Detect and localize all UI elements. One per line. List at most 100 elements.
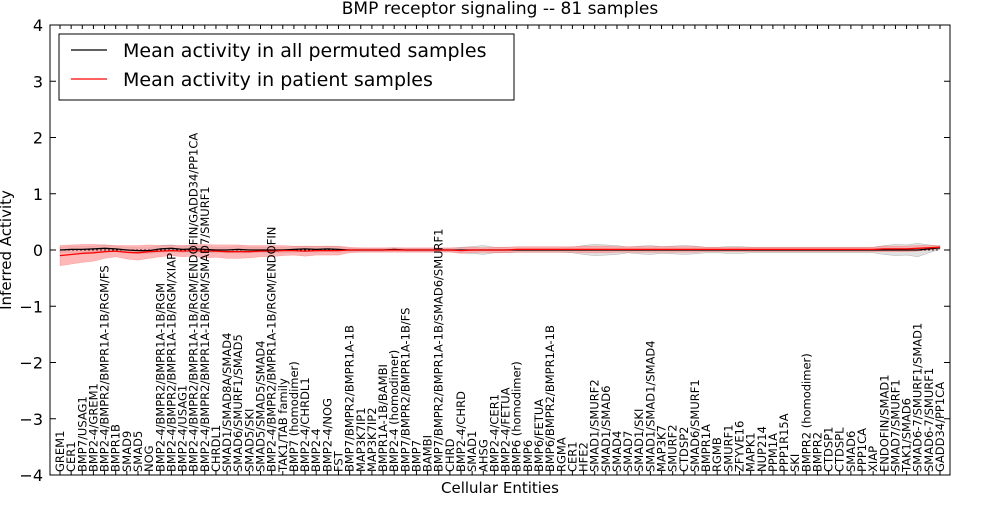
y-tick-label: −4 bbox=[19, 466, 43, 485]
y-tick-label: −2 bbox=[19, 354, 43, 373]
x-category-label: PPP1CA bbox=[855, 428, 869, 472]
x-category-label: XIAP bbox=[866, 446, 880, 472]
x-category-label: SMAD6-7/SMURF1/SMAD1 bbox=[911, 323, 925, 472]
y-tick-label: 0 bbox=[33, 241, 43, 260]
x-category-label: BMP7 bbox=[410, 440, 424, 472]
x-category-label: SMAD9 bbox=[120, 431, 134, 472]
axis-ticks: −4 −3 −2 −1 0 1 2 3 4 bbox=[19, 16, 950, 485]
x-category-label: ZFYVE16 bbox=[733, 421, 747, 472]
x-category-label: SMURF1 bbox=[721, 424, 735, 472]
plot-frame bbox=[49, 24, 951, 476]
x-category-label: BMP2-4/BMPR2/BMPR1A-1B/RGM/XIAP bbox=[164, 253, 178, 472]
x-category-label: SKI bbox=[788, 454, 802, 472]
x-category-label: BMP2-4/CER1 bbox=[487, 394, 501, 472]
y-tick-label: −3 bbox=[19, 410, 43, 429]
x-category-label: HFE2 bbox=[577, 442, 591, 472]
x-category-label: CHRDL1 bbox=[209, 425, 223, 472]
x-category-label: BMP6 (homodimer) bbox=[510, 361, 524, 472]
x-category-label: MAP3K7IP1 bbox=[354, 407, 368, 472]
x-category-label: BMP7/BMPR2/BMPR1A-1B/FS bbox=[398, 308, 412, 472]
x-category-label: BMP6 bbox=[521, 440, 535, 472]
x-category-label: CTDSP1 bbox=[822, 427, 836, 472]
x-category-label: BMP2-4/CHRDL1 bbox=[298, 377, 312, 472]
x-category-label: ENDOFIN/SMAD1 bbox=[877, 374, 891, 472]
x-category-label: SMAD1 bbox=[465, 431, 479, 472]
x-category-label: BMP2-4/USAG1 bbox=[176, 385, 190, 472]
x-category-label: GADD34/PP1CA bbox=[933, 382, 947, 472]
x-category-label: SMAD6-7/SMURF1 bbox=[922, 368, 936, 472]
x-category-label: SMAD1/SKI bbox=[632, 409, 646, 472]
x-category-label: NOG bbox=[142, 445, 156, 472]
x-category-label: CTDSPL bbox=[833, 427, 847, 472]
y-tick-label: 2 bbox=[33, 129, 43, 148]
x-category-label: MAP3K7IP2 bbox=[365, 407, 379, 472]
x-category-label: SMAD4 bbox=[610, 431, 624, 472]
y-tick-label: −1 bbox=[19, 297, 43, 316]
x-category-label: BMP2-4/GREM1 bbox=[86, 383, 100, 472]
x-category-label: BMP2-4 (homodimer) bbox=[387, 350, 401, 472]
x-category-label: BMP2-4/BMPR2/BMPR1A-1B/RGM/ENDOFIN/GADD3… bbox=[187, 133, 201, 472]
x-category-label: SMAD5 bbox=[131, 431, 145, 472]
y-tick-label: 3 bbox=[33, 72, 43, 91]
x-category-label: BMP6/BMPR2/BMPR1A-1B bbox=[543, 325, 557, 472]
x-category-label: BMPR1A-1B/BAMBI bbox=[376, 364, 390, 472]
x-category-label: BMP2-4 bbox=[309, 428, 323, 472]
x-category-label: SMURF2 bbox=[666, 424, 680, 472]
chart-title: BMP receptor signaling -- 81 samples bbox=[342, 0, 659, 19]
x-category-label: AHSG bbox=[476, 439, 490, 472]
x-category-label: CER1 bbox=[64, 441, 78, 472]
x-category-label: BMPR2 (homodimer) bbox=[799, 353, 813, 472]
x-category-label: BMP7 (homodimer) bbox=[287, 361, 301, 472]
x-category-label: BMP7/USAG1 bbox=[75, 396, 89, 472]
x-category-label: SMAD7 bbox=[621, 431, 635, 472]
x-category-label: CER1 bbox=[565, 441, 579, 472]
legend-box bbox=[58, 33, 515, 101]
x-category-label: SMAD5/SMAD5/SMAD4 bbox=[254, 340, 268, 472]
y-tick-label: 1 bbox=[33, 185, 43, 204]
x-category-label: BMP2-4/BMPR2/BMPR1A-1B/RGM/SMAD7/SMURF1 bbox=[198, 186, 212, 472]
x-axis-label: Cellular Entities bbox=[441, 479, 559, 497]
x-category-label: TAK1/TAB family bbox=[276, 378, 290, 473]
x-category-label: BMP2-4/NOG bbox=[320, 398, 334, 472]
x-category-label: RGMB bbox=[710, 437, 724, 472]
series-lines bbox=[59, 246, 941, 257]
x-category-label: BMP2-4/FETUA bbox=[499, 387, 513, 472]
legend-label-patient: Mean activity in patient samples bbox=[123, 69, 433, 91]
x-category-label: SMAD1/SMAD8A/SMAD4 bbox=[220, 333, 234, 472]
x-category-label: BMP7/BMPR2/BMPR1A-1B/SMAD6/SMURF1 bbox=[432, 229, 446, 472]
x-category-label: RGMA bbox=[554, 437, 568, 472]
x-category-label: MAP3K7 bbox=[655, 425, 669, 472]
y-axis-label: Inferred Activity bbox=[0, 190, 15, 310]
legend: Mean activity in all permuted samples Me… bbox=[58, 33, 515, 101]
x-category-label: SMAD6 bbox=[844, 431, 858, 472]
x-category-label: PPM1A bbox=[766, 433, 780, 472]
x-category-label: SMAD6/SMURF1/SMAD5 bbox=[231, 334, 245, 472]
y-tick-label: 4 bbox=[33, 16, 43, 35]
legend-label-permuted: Mean activity in all permuted samples bbox=[123, 40, 486, 62]
x-category-label: BMPR1A bbox=[699, 424, 713, 472]
x-category-label: BMPR1B bbox=[109, 424, 123, 472]
x-category-label: BMPR2 bbox=[811, 432, 825, 472]
x-category-label: BMP2-4/BMPR2/BMPR1A-1B/RGM/FS bbox=[98, 265, 112, 472]
x-category-label: FST bbox=[332, 450, 346, 472]
x-category-label: SMAD6/SMURF1 bbox=[688, 379, 702, 472]
x-category-label: BMP2-4/BMPR2/BMPR1A-1B/RGM/ENDOFIN bbox=[265, 227, 279, 472]
x-category-label: NUP214 bbox=[755, 426, 769, 472]
x-category-label: SMAD1/SMURF2 bbox=[588, 379, 602, 472]
x-category-label: PPP1R15A bbox=[777, 413, 791, 472]
x-category-label: BMP7/BMPR2/BMPR1A-1B bbox=[343, 325, 357, 472]
x-category-label: BMP6/FETUA bbox=[532, 399, 546, 472]
x-category-label: SMAD1/SMAD1/SMAD4 bbox=[643, 340, 657, 472]
x-category-label: SMAD5/SKI bbox=[242, 409, 256, 472]
x-category-label: CTDSP2 bbox=[677, 427, 691, 472]
line-patient bbox=[59, 246, 941, 257]
x-category-label: SMAD7/SMURF1 bbox=[888, 379, 902, 472]
x-category-label: MAPK1 bbox=[744, 432, 758, 472]
x-category-label: BAMBI bbox=[421, 435, 435, 472]
x-category-label: BMP2-4/BMPR2/BMPR1A-1B/RGM bbox=[153, 283, 167, 472]
x-category-label: SMAD1/SMAD6 bbox=[599, 386, 613, 472]
x-tick-labels: GREM1CER1BMP7/USAG1BMP2-4/GREM1BMP2-4/BM… bbox=[53, 133, 947, 473]
x-category-label: GREM1 bbox=[53, 431, 67, 472]
